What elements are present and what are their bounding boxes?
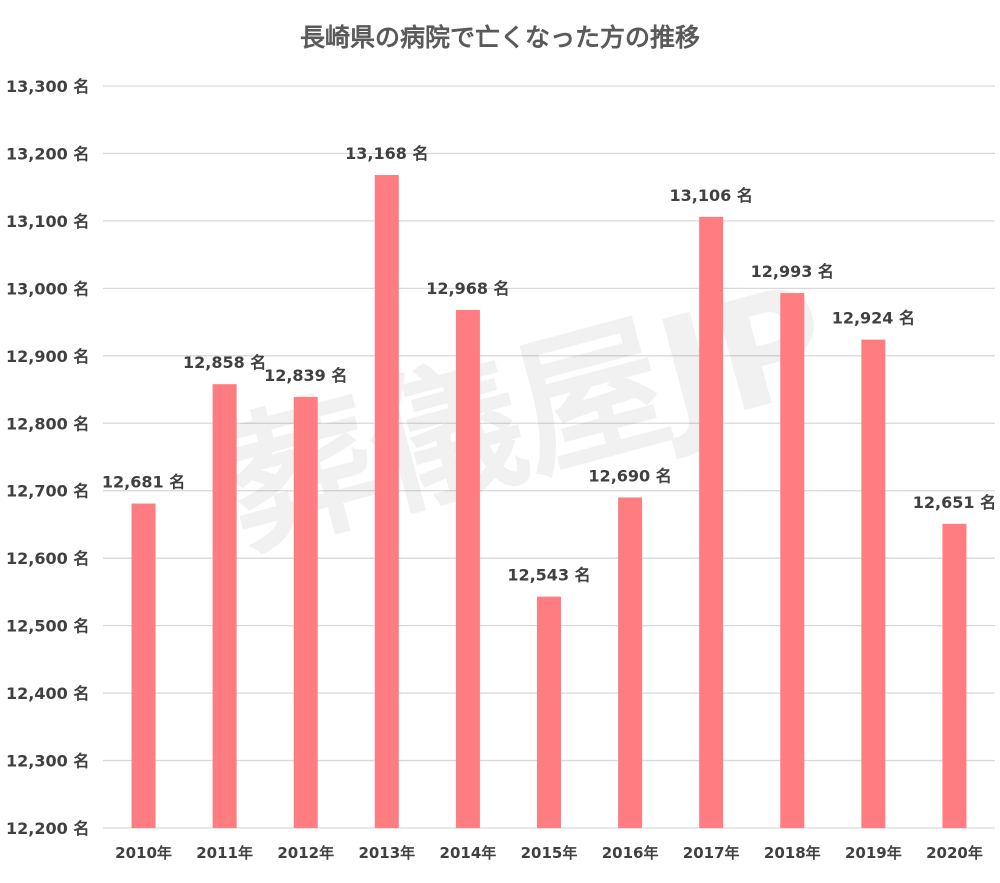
data-label: 12,968 名 [426,279,509,298]
y-tick-label: 12,500 名 [6,617,89,636]
y-tick-label: 12,300 名 [6,752,89,771]
data-label: 12,839 名 [264,366,347,385]
gridlines [103,85,995,829]
data-label: 12,993 名 [751,262,834,281]
bar [780,293,805,828]
data-label: 12,858 名 [183,353,266,372]
x-tick-label: 2020年 [926,844,983,862]
data-label: 12,651 名 [913,493,996,512]
data-label: 13,106 名 [670,186,753,205]
y-tick-label: 13,200 名 [6,144,89,163]
bar [374,175,399,829]
y-axis-ticks: 12,200 名 12,300 名 12,400 名 12,500 名 12,600 名… [6,77,89,838]
bar [537,596,561,828]
x-tick-label: 2019年 [845,844,902,862]
bar [699,216,724,828]
data-label: 12,681 名 [102,473,185,492]
x-tick-label: 2016年 [602,844,659,862]
bar [861,339,886,828]
y-tick-label: 13,100 名 [6,212,89,231]
bar [618,497,643,828]
x-tick-label: 2013年 [358,844,415,862]
y-tick-label: 12,200 名 [6,819,89,838]
x-tick-label: 2015年 [521,844,578,862]
x-axis-ticks: 2010年 2011年 2012年 2013年 2014年 2015年 2016年 2017年… [115,844,983,862]
y-tick-label: 12,600 名 [6,549,89,568]
y-tick-label: 13,000 名 [6,279,89,298]
bars [131,175,967,829]
bar [942,523,967,828]
x-tick-label: 2012年 [277,844,334,862]
chart-title: 長崎県の病院で亡くなった方の推移 [300,23,700,52]
x-tick-label: 2018年 [764,844,821,862]
data-labels: 12,681 名 12,858 名12,839 名 13,168 名 12,968 名… [102,144,996,585]
x-tick-label: 2014年 [440,844,497,862]
x-tick-label: 2017年 [683,844,740,862]
data-label: 12,924 名 [832,309,915,328]
y-tick-label: 13,300 名 [6,77,89,96]
data-label: 12,690 名 [588,466,671,485]
bar [131,503,156,828]
bar [212,384,237,828]
data-label: 12,543 名 [507,566,590,585]
y-tick-label: 12,400 名 [6,684,89,703]
y-tick-label: 12,900 名 [6,347,89,366]
x-tick-label: 2011年 [196,844,253,862]
bar [293,396,318,828]
x-tick-label: 2010年 [115,844,172,862]
data-label: 13,168 名 [345,144,428,163]
y-tick-label: 12,800 名 [6,414,89,433]
y-tick-label: 12,700 名 [6,482,89,501]
bar [455,309,480,828]
